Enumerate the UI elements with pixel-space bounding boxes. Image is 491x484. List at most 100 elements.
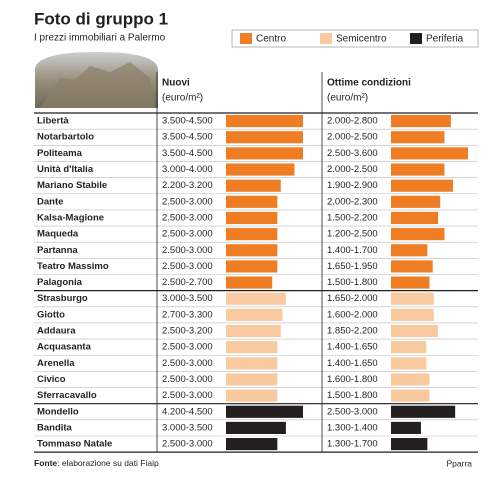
value-label: 2.500-2.700: [162, 277, 213, 288]
row-name: Dante: [37, 196, 63, 207]
value-label: 1.400-1.650: [327, 358, 378, 369]
bar: [391, 421, 421, 434]
value-label: 2.000-2.300: [327, 196, 378, 207]
value-label: 2.700-3.300: [162, 309, 213, 320]
value-label: 1.850-2.200: [327, 326, 378, 337]
bar: [226, 244, 278, 257]
legend-swatch: [240, 33, 252, 44]
value-label: 2.500-3.000: [162, 439, 213, 450]
value-label: 1.500-1.800: [327, 390, 378, 401]
bar: [226, 292, 286, 305]
value-label: 2.500-3.000: [162, 390, 213, 401]
value-label: 2.500-3.000: [162, 374, 213, 385]
value-label: 2.000-2.800: [327, 116, 378, 127]
row-name: Civico: [37, 374, 66, 385]
bar: [391, 308, 434, 321]
value-label: 3.500-4.500: [162, 148, 213, 159]
bar: [226, 115, 303, 128]
bar: [391, 260, 433, 273]
row-name: Addaura: [37, 326, 76, 337]
bar: [226, 324, 281, 338]
bar: [391, 131, 445, 144]
value-label: 1.650-2.000: [327, 293, 378, 304]
value-label: 3.000-3.500: [162, 293, 213, 304]
bar: [226, 341, 278, 354]
row-name: Politeama: [37, 148, 83, 159]
value-label: 2.500-3.000: [162, 342, 213, 353]
value-label: 2.500-3.000: [162, 196, 213, 207]
row-name: Acquasanta: [37, 342, 92, 353]
bar: [226, 195, 278, 208]
bar: [226, 163, 295, 176]
value-label: 2.000-2.500: [327, 164, 378, 175]
legend-swatch: [320, 33, 332, 44]
credit: Pparra: [446, 458, 472, 468]
value-label: 1.650-1.950: [327, 261, 378, 272]
value-label: 1.300-1.400: [327, 422, 378, 433]
bar: [391, 292, 434, 305]
bar: [391, 373, 430, 386]
value-label: 2.500-3.600: [327, 148, 378, 159]
photo-buildings: [40, 62, 155, 108]
bar: [391, 405, 456, 418]
source-text: : elaborazione su dati Fiaip: [57, 458, 159, 468]
value-label: 2.500-3.000: [162, 229, 213, 240]
bar: [391, 341, 427, 354]
value-label: 3.500-4.500: [162, 132, 213, 143]
value-label: 1.200-2.500: [327, 229, 378, 240]
column-title: Ottime condizioni: [327, 78, 411, 89]
bar: [226, 179, 281, 192]
value-label: 2.500-3.000: [162, 261, 213, 272]
value-label: 1.400-1.650: [327, 342, 378, 353]
legend-label: Semicentro: [336, 34, 387, 45]
value-label: 3.000-3.500: [162, 422, 213, 433]
bar: [391, 163, 445, 176]
bar: [226, 260, 278, 273]
value-label: 1.300-1.700: [327, 439, 378, 450]
bar: [226, 147, 303, 160]
bar: [391, 438, 428, 451]
bar: [391, 228, 445, 241]
row-name: Teatro Massimo: [37, 261, 109, 272]
source: Fonte: elaborazione su dati Fiaip: [34, 458, 159, 468]
row-name: Strasburgo: [37, 293, 88, 304]
bar: [391, 211, 439, 225]
bar: [226, 405, 303, 418]
bar: [391, 276, 430, 289]
value-label: 2.500-3.000: [162, 245, 213, 256]
bar: [391, 115, 451, 128]
row-name: Maqueda: [37, 229, 79, 240]
bar: [391, 357, 427, 370]
row-name: Unità d'Italia: [37, 164, 94, 175]
value-label: 1.500-1.800: [327, 277, 378, 288]
legend-swatch: [410, 33, 422, 44]
value-label: 2.200-3.200: [162, 180, 213, 191]
value-label: 2.500-3.000: [162, 358, 213, 369]
row-name: Palagonia: [37, 277, 83, 288]
chart-subtitle: I prezzi immobiliari a Palermo: [34, 33, 166, 44]
value-label: 1.600-2.000: [327, 309, 378, 320]
source-label: Fonte: [34, 458, 57, 468]
bar: [226, 228, 278, 241]
bar: [226, 308, 283, 321]
bar: [226, 131, 303, 144]
value-label: 1.600-1.800: [327, 374, 378, 385]
column-unit: (euro/m²): [162, 93, 203, 104]
value-label: 1.400-1.700: [327, 245, 378, 256]
chart-title: Foto di gruppo 1: [34, 9, 168, 28]
bar: [226, 389, 278, 402]
row-name: Libertà: [37, 116, 69, 127]
bar: [391, 389, 430, 402]
bar: [226, 211, 278, 225]
row-name: Mariano Stabile: [37, 180, 107, 191]
bar: [226, 357, 278, 370]
row-name: Giotto: [37, 309, 65, 320]
bar: [391, 147, 468, 160]
bar: [226, 276, 273, 289]
value-label: 1.500-2.200: [327, 212, 378, 223]
row-name: Kalsa-Magione: [37, 212, 104, 223]
column-title: Nuovi: [162, 78, 190, 89]
row-name: Notarbartolo: [37, 132, 94, 143]
row-name: Bandita: [37, 422, 73, 433]
